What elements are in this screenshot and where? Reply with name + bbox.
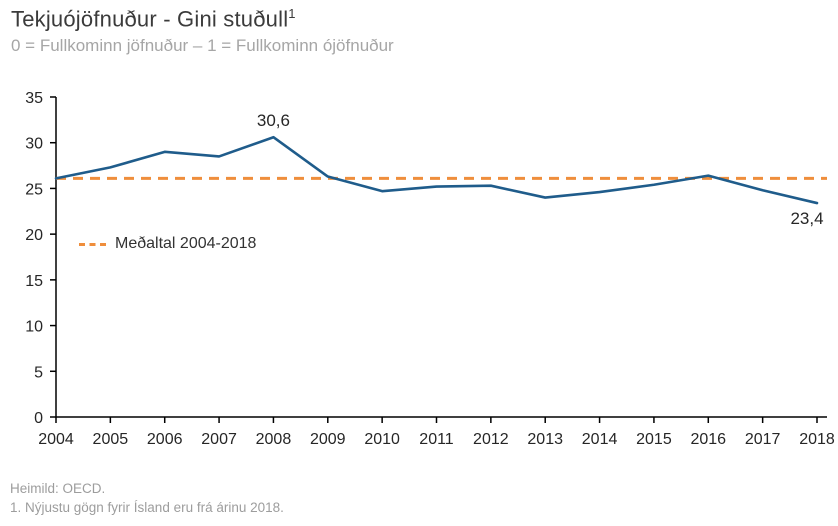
x-axis-tick-label: 2012 (473, 431, 509, 448)
x-axis-tick-label: 2016 (690, 431, 726, 448)
x-axis-tick-label: 2010 (364, 431, 400, 448)
x-axis-tick-label: 2009 (310, 431, 346, 448)
chart-title-footnote-marker: 1 (288, 6, 296, 21)
x-axis-tick-label: 2018 (799, 431, 835, 448)
x-axis-tick-label: 2014 (582, 431, 618, 448)
source-line: Heimild: OECD. (10, 481, 106, 496)
x-axis-tick-label: 2015 (636, 431, 672, 448)
x-axis-tick-label: 2006 (147, 431, 183, 448)
chart-title-text: Tekjuójöfnuður - Gini stuðull (11, 6, 289, 32)
y-axis-tick-label: 10 (25, 319, 43, 336)
chart-legend: Meðaltal 2004-2018 (79, 235, 256, 253)
chart-subtitle: 0 = Fullkominn jöfnuður – 1 = Fullkominn… (11, 36, 394, 56)
gini-data-line (54, 135, 819, 205)
x-axis-tick-label: 2007 (201, 431, 237, 448)
x-axis-tick-label: 2017 (745, 431, 781, 448)
data-point-label: 30,6 (257, 111, 290, 130)
y-axis-tick-label: 30 (25, 136, 43, 153)
footnote-line: 1. Nýjustu gögn fyrir Ísland eru frá ári… (10, 499, 284, 515)
y-axis-tick-label: 25 (25, 181, 43, 198)
y-axis-tick-label: 5 (34, 364, 43, 381)
data-point-label: 23,4 (790, 209, 823, 228)
y-axis-tick-label: 20 (25, 227, 43, 244)
x-axis-tick-label: 2008 (256, 431, 292, 448)
average-legend-label: Meðaltal 2004-2018 (115, 235, 257, 252)
axis-lines (55, 97, 827, 418)
x-axis-tick-label: 2011 (419, 431, 454, 448)
chart-footer: Heimild: OECD. 1. Nýjustu gögn fyrir Ísl… (10, 480, 284, 517)
x-axis-tick-label: 2004 (38, 431, 74, 448)
x-axis-tick-label: 2013 (527, 431, 563, 448)
chart-header: Tekjuójöfnuður - Gini stuðull1 0 = Fullk… (11, 6, 394, 56)
x-axis-tick-label: 2005 (93, 431, 129, 448)
average-legend-dash-icon (79, 242, 106, 246)
y-axis-tick-label: 35 (25, 90, 43, 107)
y-axis-tick-label: 15 (25, 273, 43, 290)
chart-title: Tekjuójöfnuður - Gini stuðull1 (11, 6, 394, 32)
y-axis-tick-label: 0 (34, 410, 43, 427)
